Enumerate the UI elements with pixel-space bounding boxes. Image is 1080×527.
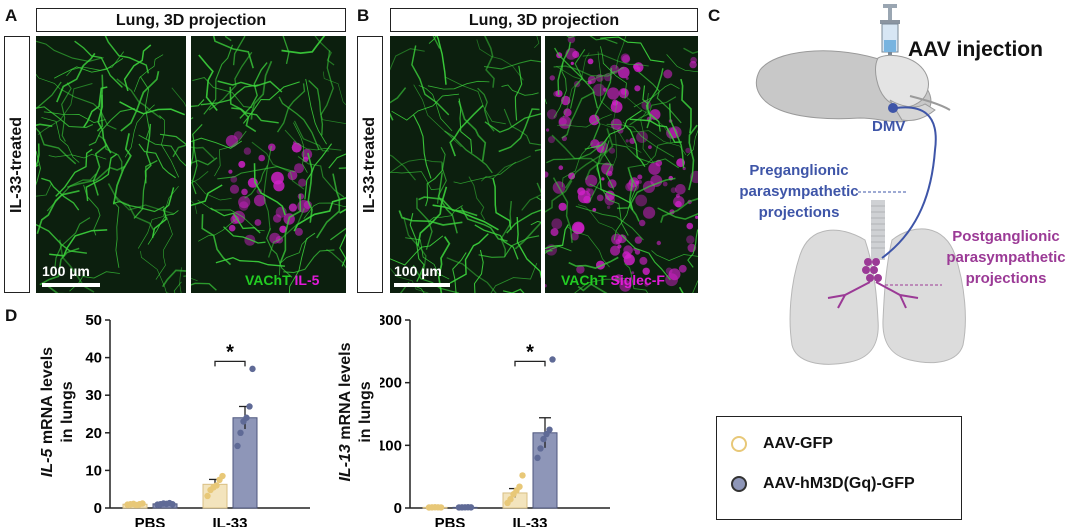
x-tick-label: PBS xyxy=(435,515,466,527)
scale-bar-b xyxy=(394,283,450,287)
x-tick-label: PBS xyxy=(135,515,166,527)
y-tick-label: 10 xyxy=(85,462,102,479)
data-point xyxy=(213,482,220,489)
chart-il13-ylabel: IL-13 mRNA levels in lungs xyxy=(337,342,374,482)
legend-marker-gfp xyxy=(731,436,747,452)
panel-letter-d: D xyxy=(5,306,18,325)
data-point xyxy=(249,365,256,373)
data-point xyxy=(437,504,445,511)
data-point xyxy=(234,442,241,450)
panel-b-side-label-text: IL-33-treated xyxy=(361,116,378,213)
data-point xyxy=(204,492,211,500)
panel-b-banner: Lung, 3D projection xyxy=(390,8,698,32)
micrograph-b-vacht xyxy=(390,36,541,293)
schematic-brain-lung xyxy=(755,4,966,365)
data-point xyxy=(507,496,514,503)
micrograph-a-vacht xyxy=(36,36,186,293)
chart-il5-ylabel: IL-5 mRNA levels in lungs xyxy=(39,346,76,478)
significance-bracket xyxy=(514,360,546,367)
data-point xyxy=(546,426,553,433)
panel-letter-a: A xyxy=(5,6,18,25)
data-point xyxy=(534,454,541,462)
legend-marker-hm3d xyxy=(731,476,747,492)
stain-il5: IL-5 xyxy=(294,272,320,288)
panel-b-stain-caption: VAChT Siglec-F xyxy=(561,272,665,288)
data-point xyxy=(540,435,547,443)
legend-item-hm3d: AAV-hM3D(Gq)-GFP xyxy=(731,475,915,493)
data-point xyxy=(519,472,526,479)
panel-letter-b: B xyxy=(357,6,370,25)
scale-bar-a xyxy=(42,283,100,287)
y-tick-label: 20 xyxy=(85,425,102,442)
significance-star: * xyxy=(526,341,534,363)
y-tick-label: 300 xyxy=(380,312,402,329)
legend-label-gfp: AAV-GFP xyxy=(763,435,833,452)
x-tick-label: IL-33 xyxy=(212,515,247,527)
y-tick-label: 100 xyxy=(380,437,402,454)
significance-star: * xyxy=(226,341,234,363)
y-tick-label: 30 xyxy=(85,387,102,404)
brain-illustration xyxy=(755,50,951,123)
data-point xyxy=(246,403,253,410)
data-point xyxy=(169,501,176,508)
legend-item-gfp: AAV-GFP xyxy=(731,435,833,453)
panel-a-side-label: IL-33-treated xyxy=(4,36,30,293)
aav-injection-label: AAV injection xyxy=(908,38,1043,61)
y-tick-label: 200 xyxy=(380,375,402,392)
panel-a-stain-caption: VAChT IL-5 xyxy=(245,272,319,288)
chart-il13: 0 100 200 300 PBS IL-33 * xyxy=(380,312,610,527)
panel-a-banner: Lung, 3D projection xyxy=(36,8,346,32)
scale-bar-a-label: 100 µm xyxy=(42,263,90,279)
chart-il5: 0 10 20 30 40 50 PBS IL-33 * xyxy=(85,312,310,527)
y-tick-label: 50 xyxy=(85,312,102,329)
x-tick-label: IL-33 xyxy=(512,515,547,527)
data-point xyxy=(516,483,523,490)
micrograph-b-merged xyxy=(545,36,698,293)
postganglionic-label: Postganglionic parasympathetic projectio… xyxy=(946,228,1066,287)
y-tick-label: 40 xyxy=(85,350,102,367)
data-point xyxy=(219,472,226,480)
stain-vacht-b: VAChT xyxy=(561,272,607,288)
panel-b-side-label: IL-33-treated xyxy=(357,36,383,293)
data-point xyxy=(237,429,244,436)
y-tick-label: 0 xyxy=(394,500,402,517)
panel-letter-c: C xyxy=(708,6,721,25)
data-point xyxy=(243,414,250,421)
data-point xyxy=(549,356,556,363)
preganglionic-label: Preganglionic parasympathetic projection… xyxy=(739,162,859,221)
legend-label-hm3d: AAV-hM3D(Gq)-GFP xyxy=(763,475,915,492)
lungs-illustration xyxy=(789,200,966,365)
data-point xyxy=(467,504,475,511)
data-point xyxy=(537,445,544,452)
data-point xyxy=(139,500,146,507)
scale-bar-b-label: 100 µm xyxy=(394,263,442,279)
bar xyxy=(232,417,258,509)
significance-bracket xyxy=(214,360,246,367)
legend: AAV-GFP AAV-hM3D(Gq)-GFP xyxy=(716,416,962,520)
dmv-label: DMV xyxy=(872,118,906,135)
micrograph-a-merged xyxy=(191,36,346,293)
stain-siglec-f: Siglec-F xyxy=(610,272,665,288)
y-tick-label: 0 xyxy=(94,500,102,517)
panel-a-side-label-text: IL-33-treated xyxy=(8,116,25,213)
preganglionic-neuron xyxy=(858,103,937,259)
stain-vacht-a: VAChT xyxy=(245,272,291,288)
postganglionic-neurons xyxy=(827,258,942,309)
